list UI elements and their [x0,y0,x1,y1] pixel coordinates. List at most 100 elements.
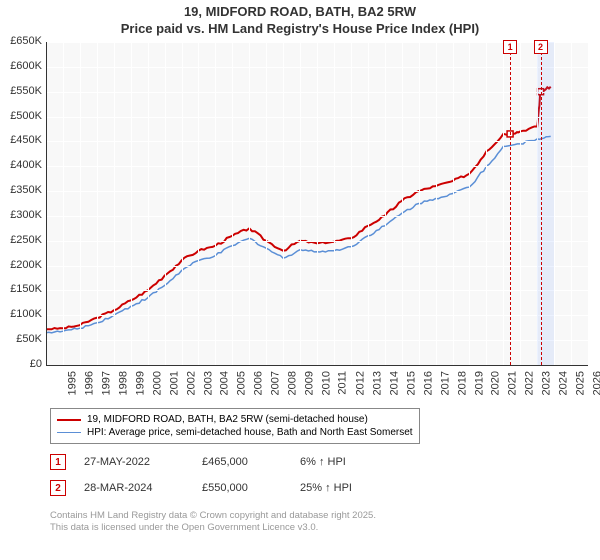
x-axis-label: 2018 [456,371,468,395]
x-axis-label: 2004 [219,371,231,395]
grid-v [131,42,132,365]
grid-v [63,42,64,365]
y-axis-label: £250K [0,234,42,246]
grid-v [368,42,369,365]
x-axis-label: 2025 [575,371,587,395]
sale-row-2: 2 28-MAR-2024 £550,000 25% ↑ HPI [50,480,390,496]
grid-v [571,42,572,365]
grid-v [182,42,183,365]
grid-v [249,42,250,365]
grid-v [148,42,149,365]
x-axis-label: 2005 [236,371,248,395]
x-axis-label: 1998 [117,371,129,395]
x-axis-label: 2002 [185,371,197,395]
footer-line-2: This data is licensed under the Open Gov… [50,522,376,534]
grid-v [554,42,555,365]
x-axis-label: 2010 [321,371,333,395]
grid-v [80,42,81,365]
x-axis-label: 2021 [507,371,519,395]
sale-price-2: £550,000 [202,482,282,494]
legend-box: 19, MIDFORD ROAD, BATH, BA2 5RW (semi-de… [50,408,420,444]
y-axis-label: £450K [0,134,42,146]
y-axis-label: £350K [0,184,42,196]
marker-line-1 [510,42,511,365]
x-axis-label: 2014 [388,371,400,395]
sale-diff-2: 25% ↑ HPI [300,482,390,494]
grid-v [419,42,420,365]
sale-price-1: £465,000 [202,456,282,468]
y-axis-label: £600K [0,60,42,72]
grid-v [198,42,199,365]
series-property [46,87,551,330]
y-axis-label: £100K [0,308,42,320]
x-axis-label: 2017 [439,371,451,395]
x-axis-label: 2019 [473,371,485,395]
grid-v [114,42,115,365]
grid-v [436,42,437,365]
grid-v [588,42,589,365]
x-axis-label: 2011 [337,371,349,395]
y-axis [46,42,47,365]
grid-v [266,42,267,365]
grid-v [453,42,454,365]
sale-date-2: 28-MAR-2024 [84,482,184,494]
grid-v [402,42,403,365]
footer-attribution: Contains HM Land Registry data © Crown c… [50,510,376,535]
marker-tag-2: 2 [534,40,548,54]
legend-row-hpi: HPI: Average price, semi-detached house,… [57,426,413,439]
grid-v [503,42,504,365]
x-axis-label: 2016 [422,371,434,395]
y-axis-label: £50K [0,333,42,345]
sale-row-1: 1 27-MAY-2022 £465,000 6% ↑ HPI [50,454,390,470]
grid-v [317,42,318,365]
grid-v [165,42,166,365]
y-axis-label: £300K [0,209,42,221]
legend-row-property: 19, MIDFORD ROAD, BATH, BA2 5RW (semi-de… [57,413,413,426]
x-axis-label: 2024 [558,371,570,395]
y-axis-label: £400K [0,159,42,171]
grid-v [334,42,335,365]
y-axis-label: £500K [0,110,42,122]
x-axis-label: 2009 [304,371,316,395]
x-axis-label: 1999 [134,371,146,395]
x-axis-label: 2012 [354,371,366,395]
x-axis-label: 1995 [66,371,78,395]
y-axis-label: £150K [0,283,42,295]
marker-line-2 [541,42,542,365]
sale-marker-2: 2 [50,480,66,496]
grid-v [300,42,301,365]
x-axis [46,365,588,366]
x-axis-label: 2003 [202,371,214,395]
x-axis-label: 2026 [592,371,600,395]
x-axis-label: 1996 [83,371,95,395]
x-axis-label: 2015 [405,371,417,395]
sale-marker-1: 1 [50,454,66,470]
footer-line-1: Contains HM Land Registry data © Crown c… [50,510,376,522]
x-axis-label: 2007 [270,371,282,395]
legend-swatch-property [57,419,81,421]
grid-v [486,42,487,365]
y-axis-label: £650K [0,35,42,47]
x-axis-label: 2013 [371,371,383,395]
grid-v [520,42,521,365]
x-axis-label: 2001 [168,371,180,395]
grid-v [351,42,352,365]
grid-v [232,42,233,365]
y-axis-label: £200K [0,259,42,271]
x-axis-label: 2023 [541,371,553,395]
x-axis-label: 1997 [100,371,112,395]
grid-v [469,42,470,365]
grid-v [97,42,98,365]
x-axis-label: 2000 [151,371,163,395]
grid-v [215,42,216,365]
legend-swatch-hpi [57,432,81,433]
marker-tag-1: 1 [503,40,517,54]
legend-label-hpi: HPI: Average price, semi-detached house,… [87,427,413,438]
x-axis-label: 2022 [524,371,536,395]
x-axis-label: 2008 [287,371,299,395]
sale-date-1: 27-MAY-2022 [84,456,184,468]
x-axis-label: 2020 [490,371,502,395]
grid-v [283,42,284,365]
y-axis-label: £550K [0,85,42,97]
x-axis-label: 2006 [253,371,265,395]
